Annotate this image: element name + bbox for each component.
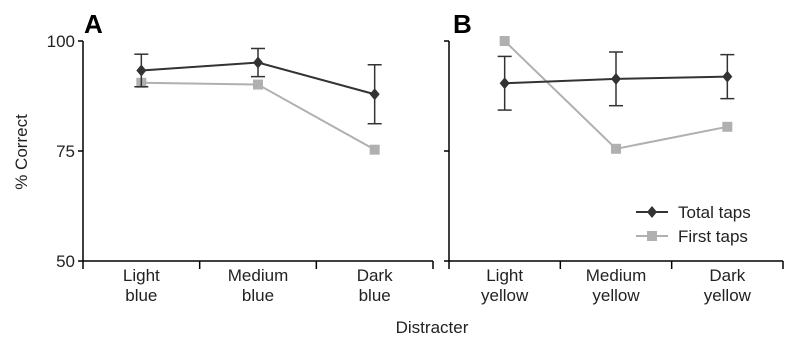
- panel-a-first-point: [369, 144, 380, 155]
- panel-a-category-label: Medium: [228, 266, 288, 285]
- panel-a-category-label: blue: [125, 286, 157, 305]
- panel-b-total-point: [722, 70, 733, 83]
- panel-a-total-point: [253, 56, 263, 69]
- legend-first-marker: [647, 231, 657, 241]
- panel-b-label: B: [453, 9, 472, 39]
- panel-a-category-label: Dark: [357, 266, 393, 285]
- panel-b-first-point: [499, 36, 510, 46]
- panel-b-category-label: yellow: [481, 286, 529, 305]
- panel-b-total-point: [611, 72, 621, 85]
- panel-b-total-point: [499, 77, 510, 90]
- panel-a-first-line: [141, 81, 376, 151]
- panel-b-first-point: [722, 121, 733, 132]
- panel-b-category-label: Dark: [709, 266, 745, 285]
- y-tick-label: 75: [56, 142, 75, 161]
- panel-a-category-label: Light: [123, 266, 160, 285]
- panel-a-label: A: [84, 9, 103, 39]
- panel-b-category-label: yellow: [704, 286, 752, 305]
- panel-a-total-point: [136, 64, 147, 77]
- panel-b-category-label: Medium: [586, 266, 646, 285]
- y-tick-label: 50: [56, 252, 75, 271]
- legend: Total taps First taps: [636, 203, 751, 246]
- panel-b-first-point: [611, 143, 621, 154]
- panel-a-category-label: blue: [242, 286, 274, 305]
- legend-total-marker: [647, 206, 657, 218]
- x-axis-title: Distracter: [396, 318, 469, 337]
- panel-b-category-label: Light: [486, 266, 523, 285]
- panel-a-first-point: [253, 79, 263, 90]
- y-tick-label: 100: [47, 32, 75, 51]
- panel-a-total-point: [369, 88, 380, 101]
- panel-b-category-label: yellow: [592, 286, 640, 305]
- legend-first-label: First taps: [678, 227, 748, 246]
- legend-total-label: Total taps: [678, 203, 751, 222]
- panel-a-category-label: blue: [359, 286, 391, 305]
- y-axis-title: % Correct: [12, 114, 31, 190]
